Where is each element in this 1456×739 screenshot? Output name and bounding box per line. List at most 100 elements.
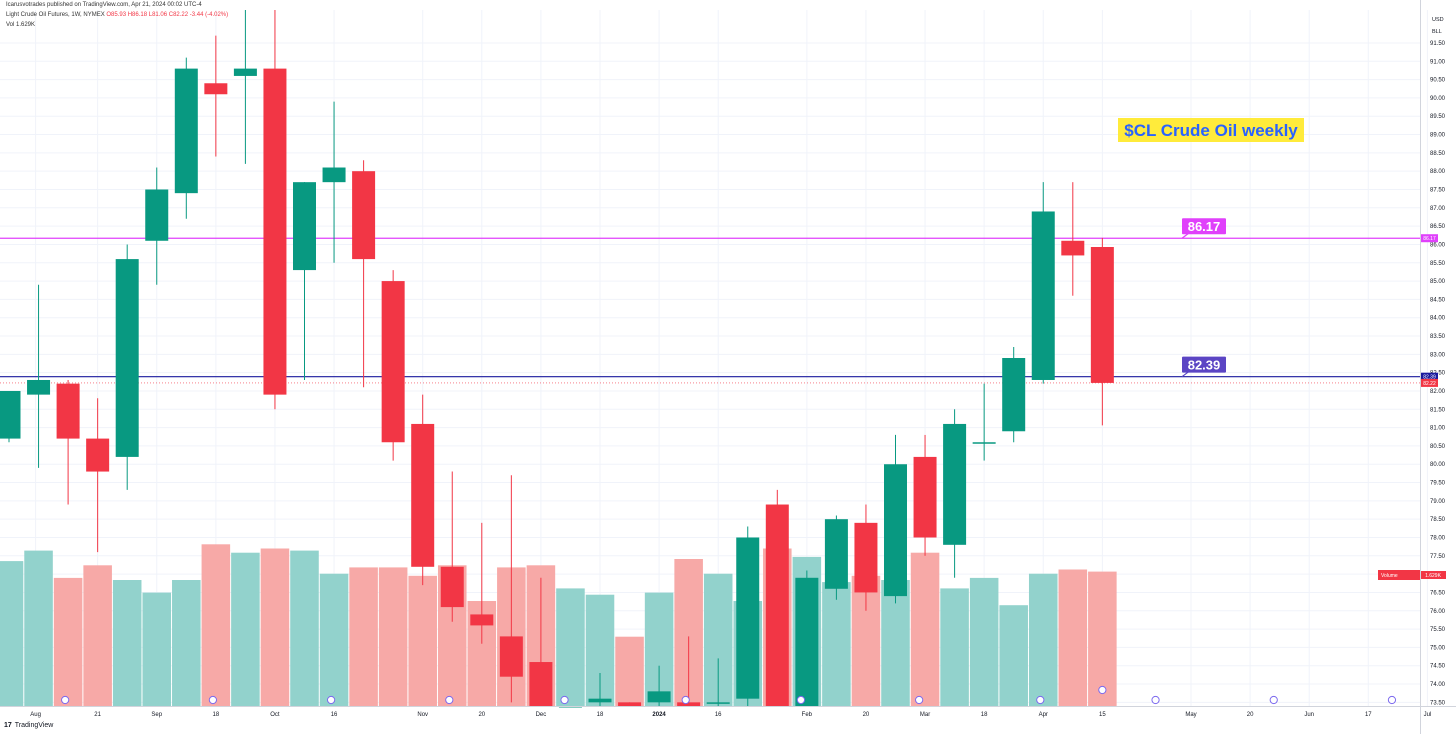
time-tick-label: Apr [1039,712,1048,718]
currency-label: USD [1432,17,1444,23]
volume-bar [615,636,644,706]
volume-bar [53,577,83,706]
price-tick-label: 75.00 [1430,645,1446,651]
price-tick-label: 91.00 [1430,59,1446,65]
candle-body[interactable] [677,702,701,706]
price-tick-label: 88.50 [1430,151,1446,157]
event-marker-icon[interactable] [915,695,924,705]
volume-bar [378,567,408,706]
event-marker-icon[interactable] [1387,695,1397,705]
price-tick-label: 76.50 [1430,590,1446,596]
volume-badge [1378,570,1420,580]
earnings-marker-icon[interactable] [1098,685,1107,695]
candle-body[interactable] [411,423,435,567]
candle-body[interactable] [765,504,789,706]
time-tick-label: 16 [715,712,722,718]
candle-body[interactable] [174,68,198,194]
price-axis-badge-label: 86.17 [1423,236,1436,242]
price-tick-label: 74.00 [1430,682,1446,688]
candle-body[interactable] [233,68,257,76]
volume-bar [556,588,585,706]
time-tick-label: 20 [863,712,870,718]
candle-body[interactable] [440,566,464,608]
price-tick-label: 79.50 [1430,481,1446,487]
price-tick-label: 90.00 [1430,96,1446,102]
volume-bar [142,592,172,706]
candle-body[interactable] [736,537,760,699]
ohlc-values: O85.93 H86.18 L81.06 C82.22 -3.44 (-4.02… [106,12,229,18]
event-marker-icon[interactable] [61,695,70,705]
event-marker-icon[interactable] [681,695,690,705]
event-marker-icon[interactable] [796,695,806,705]
time-tick-label: Oct [270,712,280,718]
candle-body[interactable] [145,189,169,241]
candle-body[interactable] [86,438,110,472]
candle-body[interactable] [470,614,494,626]
volume-bar [349,567,378,706]
callout-box[interactable] [1182,218,1226,235]
candle-body[interactable] [824,519,848,589]
price-tick-label: 80.00 [1430,462,1446,468]
candle-body[interactable] [854,522,878,593]
volume-axis-badge-label: 1.629K [1425,573,1442,579]
candle-body[interactable] [913,456,937,538]
candle-body[interactable] [1002,358,1026,432]
candle-body[interactable] [884,464,907,597]
callout-box[interactable] [1182,356,1226,373]
volume-bar [910,552,940,706]
price-axis-badge-label: 82.22 [1423,381,1436,387]
event-marker-icon[interactable] [1269,695,1278,705]
price-tick-label: 89.50 [1430,114,1446,120]
event-marker-icon[interactable] [445,695,454,705]
price-tick-label: 85.00 [1430,279,1446,285]
event-marker-icon[interactable] [1036,695,1045,705]
price-tick-label: 81.00 [1430,426,1446,432]
volume-bar [1058,569,1088,706]
volume-bar [231,552,260,706]
volume-bar [822,582,851,706]
price-tick-label: 84.50 [1430,297,1446,303]
candle-body[interactable] [1061,240,1085,256]
price-tick-label: 73.50 [1430,700,1446,706]
candle-body[interactable] [115,259,139,457]
candle-body[interactable] [795,577,819,706]
candle-body[interactable] [972,442,996,444]
volume-bar [24,550,53,706]
event-marker-icon[interactable] [208,695,217,705]
candle-body[interactable] [1031,211,1055,380]
volume-bar [319,573,349,706]
tradingview-footer[interactable]: 17 TradingView [4,722,53,729]
time-tick-label: Aug [30,712,41,718]
volume-bar [290,550,319,706]
candle-body[interactable] [263,68,287,395]
price-tick-label: 78.50 [1430,517,1446,523]
price-tick-label: 85.50 [1430,261,1446,267]
volume-bar [1028,573,1058,706]
candle-body[interactable] [647,691,671,703]
candle-body[interactable] [27,379,51,395]
candle-body[interactable] [56,383,80,439]
time-tick-label: Nov [417,712,428,718]
annotation-background[interactable] [1118,118,1304,142]
callout-label: 86.17 [1188,219,1221,234]
candle-body[interactable] [588,698,612,703]
event-marker-icon[interactable] [326,695,336,705]
price-tick-label: 75.50 [1430,627,1446,633]
candle-body[interactable] [499,636,523,677]
candle-body[interactable] [204,83,228,95]
price-tick-label: 77.50 [1430,554,1446,560]
candle-body[interactable] [0,390,21,439]
candle-body[interactable] [352,171,376,260]
candle-body[interactable] [618,702,642,706]
candle-body[interactable] [322,167,346,183]
candle-body[interactable] [293,182,316,271]
candle-body[interactable] [1090,247,1114,383]
candle-body[interactable] [529,662,553,706]
event-marker-icon[interactable] [1151,695,1160,705]
candle-body[interactable] [943,423,967,545]
candle-body[interactable] [706,702,730,704]
candle-body[interactable] [381,281,405,443]
event-marker-icon[interactable] [560,695,569,705]
